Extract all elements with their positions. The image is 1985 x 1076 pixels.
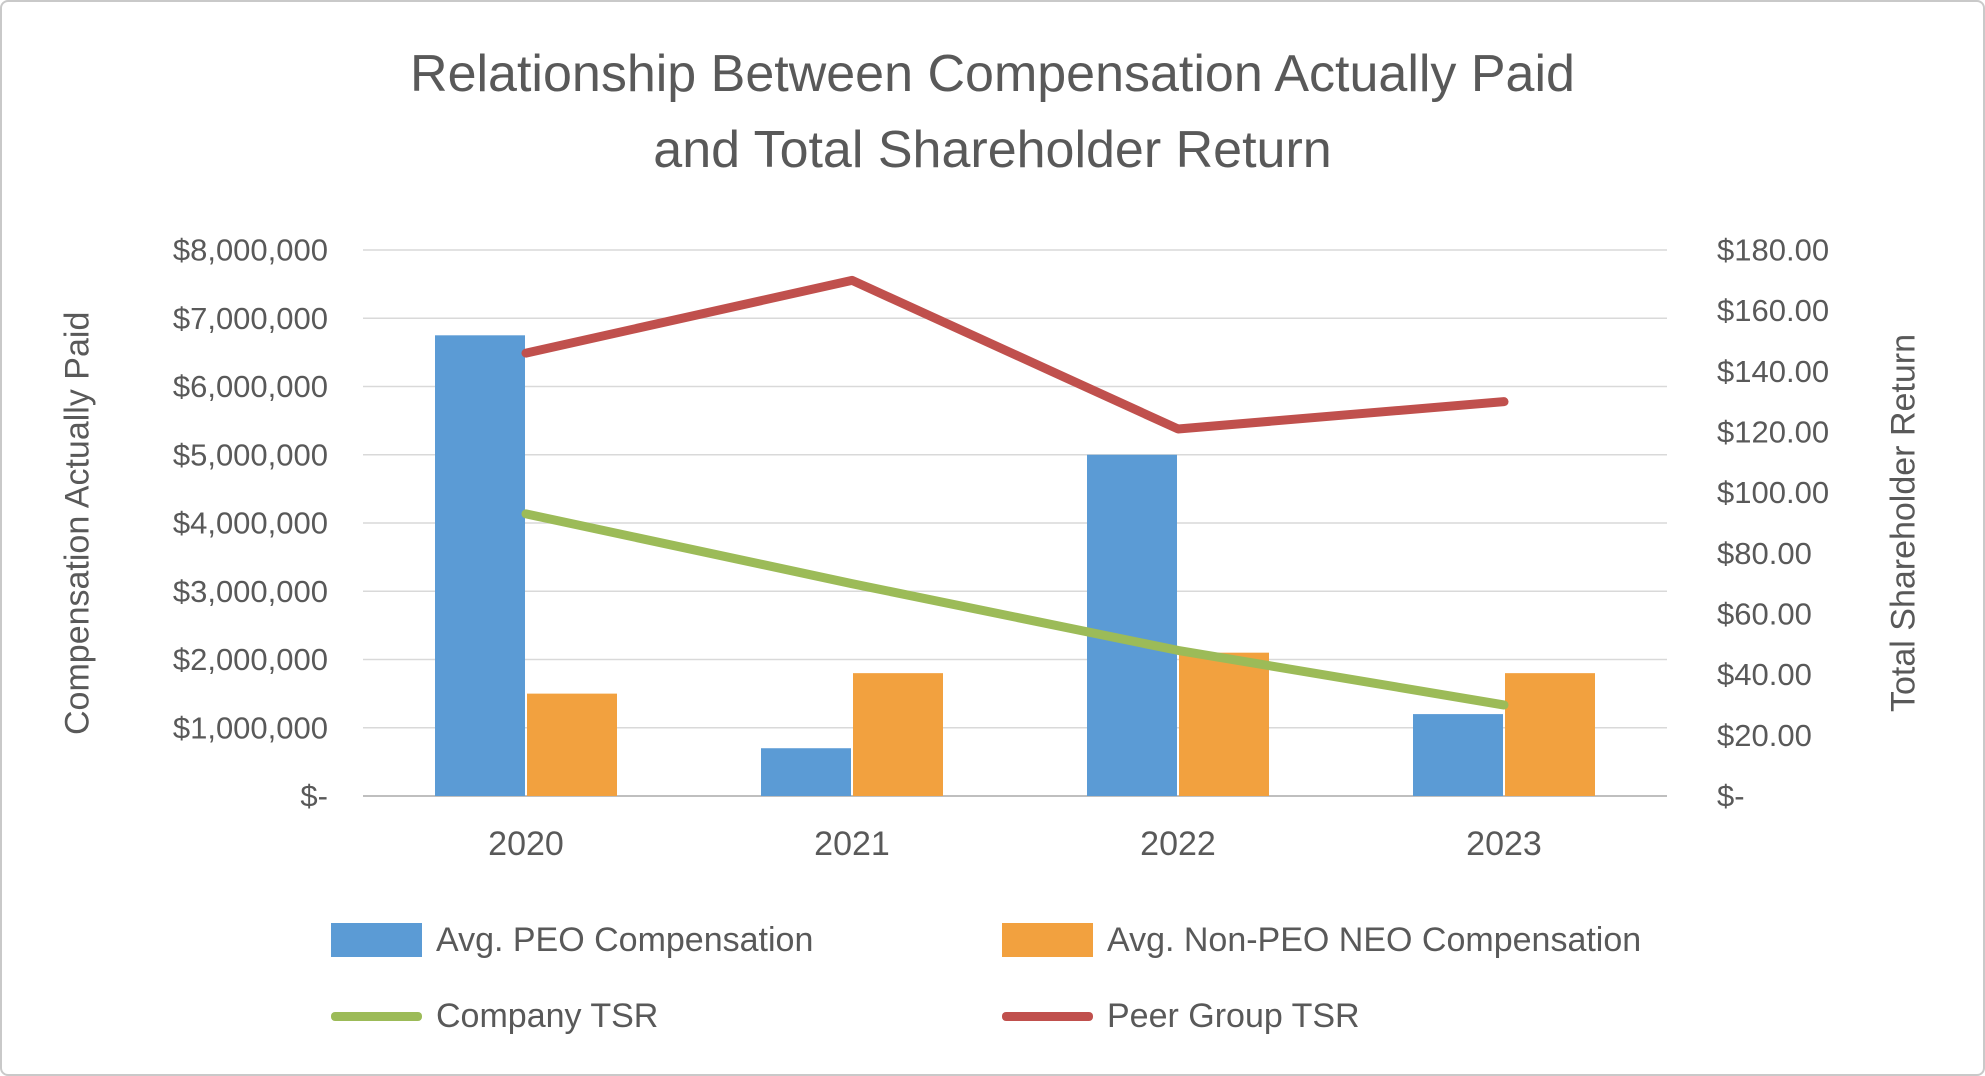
legend-item-peer-group-tsr: Peer Group TSR <box>1002 996 1360 1036</box>
legend-label-peo-compensation: Avg. PEO Compensation <box>436 920 814 959</box>
bar-peo-2022 <box>1087 454 1177 796</box>
left-axis-tick-label: $5,000,000 <box>173 437 328 472</box>
legend-label-peer-group-tsr: Peer Group TSR <box>1107 996 1360 1035</box>
right-axis-tick-label: $140.00 <box>1717 354 1829 389</box>
x-axis-category-label: 2021 <box>814 825 890 863</box>
line-company-tsr <box>521 509 1509 710</box>
right-axis-tick-label: $120.00 <box>1717 415 1829 450</box>
legend-swatch-peer-group-tsr <box>1002 1011 1093 1021</box>
bar-neo-2023 <box>1505 673 1595 796</box>
chart-title: Relationship Between Compensation Actual… <box>2 36 1983 188</box>
right-axis-tick-label: $100.00 <box>1717 475 1829 510</box>
left-axis-tick-label: $- <box>300 779 328 814</box>
legend-item-non-peo-neo-compensation: Avg. Non-PEO NEO Compensation <box>1002 920 1641 960</box>
right-axis-tick-label: $160.00 <box>1717 293 1829 328</box>
x-axis-category-label: 2020 <box>488 825 564 863</box>
line-peer-group-tsr <box>521 275 1509 434</box>
right-axis-tick-label: $180.00 <box>1717 233 1829 268</box>
left-axis-tick-label: $2,000,000 <box>173 642 328 677</box>
chart-title-line2: and Total Shareholder Return <box>653 121 1332 179</box>
left-axis-tick-label: $4,000,000 <box>173 506 328 541</box>
left-axis-tick-label: $7,000,000 <box>173 301 328 336</box>
legend-swatch-company-tsr <box>331 1011 422 1021</box>
right-axis-tick-label: $40.00 <box>1717 657 1812 692</box>
left-axis-tick-label: $6,000,000 <box>173 369 328 404</box>
bar-peo-2023 <box>1413 714 1503 796</box>
legend-item-company-tsr: Company TSR <box>331 996 658 1036</box>
legend-swatch-non-peo-neo-compensation <box>1002 923 1093 957</box>
left-axis-tick-label: $1,000,000 <box>173 710 328 745</box>
legend-label-company-tsr: Company TSR <box>436 996 659 1035</box>
right-axis-tick-label: $20.00 <box>1717 718 1812 753</box>
x-axis-category-label: 2022 <box>1140 825 1216 863</box>
legend-item-peo-compensation: Avg. PEO Compensation <box>331 920 813 960</box>
bar-neo-2022 <box>1179 652 1269 796</box>
chart-title-line1: Relationship Between Compensation Actual… <box>410 45 1575 103</box>
bar-neo-2021 <box>853 673 943 796</box>
right-axis-tick-label: $80.00 <box>1717 536 1812 571</box>
left-axis-tick-label: $8,000,000 <box>173 233 328 268</box>
bar-peo-2020 <box>435 335 525 796</box>
left-axis-tick-label: $3,000,000 <box>173 574 328 609</box>
right-axis-tick-label: $- <box>1717 779 1745 814</box>
bar-peo-2021 <box>761 748 851 796</box>
bar-neo-2020 <box>527 693 617 796</box>
legend-swatch-peo-compensation <box>331 923 422 957</box>
x-axis-category-label: 2023 <box>1466 825 1542 863</box>
legend-label-non-peo-neo-compensation: Avg. Non-PEO NEO Compensation <box>1107 920 1642 959</box>
right-axis-tick-label: $60.00 <box>1717 597 1812 632</box>
